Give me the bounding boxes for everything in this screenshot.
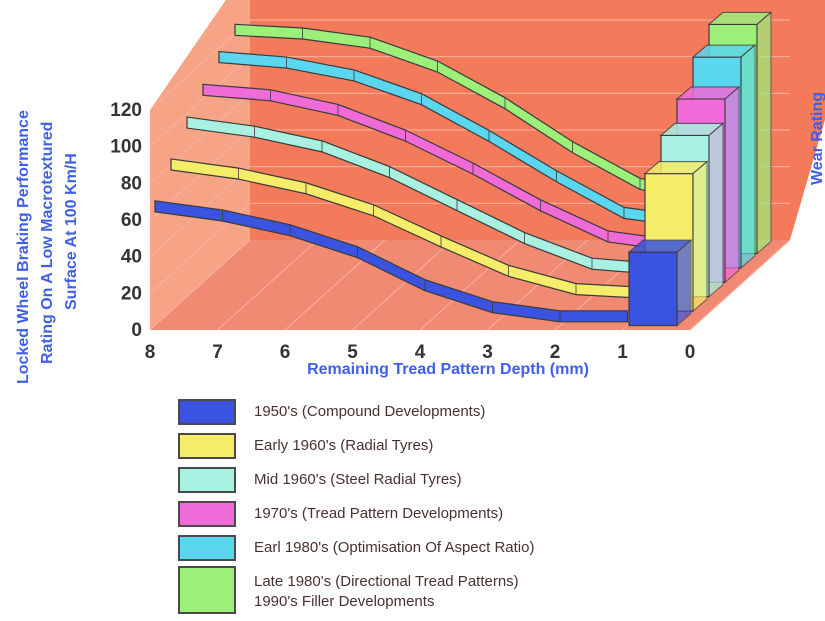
legend-label: Mid 1960's (Steel Radial Tyres) — [254, 471, 462, 488]
wear-bar-side — [740, 43, 756, 269]
y-tick-label: 60 — [121, 210, 142, 231]
x-tick-label: 6 — [280, 342, 291, 363]
wear-bars — [627, 11, 773, 327]
series-ribbons — [154, 23, 709, 323]
legend-item: 1970's (Tread Pattern Developments) — [178, 498, 648, 532]
legend-swatch — [178, 467, 236, 493]
legend-label: 1950's (Compound Developments) — [254, 403, 486, 420]
y-tick-label: 20 — [121, 283, 142, 304]
wear-bar-side — [676, 239, 692, 327]
y-tick-label: 100 — [110, 137, 142, 158]
legend-item: Early 1960's (Radial Tyres) — [178, 430, 648, 464]
x-tick-label: 3 — [482, 342, 493, 363]
x-tick-label: 0 — [685, 342, 696, 363]
legend-item: Late 1980's (Directional Tread Patterns)… — [178, 566, 648, 616]
y-tick-label: 40 — [121, 247, 142, 268]
legend-label-multiline: Late 1980's (Directional Tread Patterns)… — [254, 572, 519, 612]
legend-item: Earl 1980's (Optimisation Of Aspect Rati… — [178, 532, 648, 566]
x-tick-label: 2 — [550, 342, 561, 363]
y-tick-label: 120 — [110, 100, 142, 121]
legend-label-line-2: 1990's Filler Developments — [254, 593, 435, 610]
x-tick-label: 8 — [145, 342, 156, 363]
legend-label: Earl 1980's (Optimisation Of Aspect Rati… — [254, 539, 535, 556]
legend-item: Mid 1960's (Steel Radial Tyres) — [178, 464, 648, 498]
gridline — [689, 239, 791, 331]
legend-swatch — [178, 433, 236, 459]
legend-item: 1950's (Compound Developments) — [178, 396, 648, 430]
legend-label: Late 1980's (Directional Tread Patterns) — [254, 573, 519, 590]
x-tick-label: 1 — [617, 342, 628, 363]
gridline — [217, 239, 318, 331]
x-tick-label: 7 — [212, 342, 223, 363]
legend: 1950's (Compound Developments) Early 196… — [178, 396, 648, 616]
x-axis-ticks: 8 7 6 5 4 3 2 1 0 — [145, 342, 696, 363]
legend-label: 1970's (Tread Pattern Developments) — [254, 505, 504, 522]
series-ribbon — [154, 200, 629, 323]
wear-bar-side — [756, 11, 772, 255]
wear-bar-side — [724, 85, 740, 284]
gridline — [352, 239, 453, 331]
y-tick-label: 80 — [121, 173, 142, 194]
y-axis-label-3: Surface At 100 Km/H — [63, 153, 80, 310]
y-axis-ticks: 0 20 40 60 80 100 120 — [110, 100, 142, 341]
gridline — [149, 19, 790, 111]
legend-swatch — [178, 399, 236, 425]
y-tick-label: 0 — [131, 320, 142, 341]
gridline — [149, 239, 251, 331]
legend-label: Early 1960's (Radial Tyres) — [254, 437, 434, 454]
legend-swatch — [178, 566, 236, 614]
x-tick-label: 5 — [347, 342, 358, 363]
wear-bar-side — [692, 160, 708, 313]
legend-swatch — [178, 535, 236, 561]
y-axis-label-line-2: Rating On A Low Macrotextured — [39, 122, 56, 364]
right-axis-label: Wear Rating — [809, 92, 825, 185]
wear-bar — [628, 251, 678, 327]
wear-bar-side — [708, 122, 724, 298]
y-axis-label: Locked Wheel Braking Performance — [15, 110, 32, 384]
y-axis-label-2: Rating On A Low Macrotextured — [39, 122, 56, 364]
gridline — [419, 239, 521, 331]
y-axis-label-line-3: Surface At 100 Km/H — [63, 153, 80, 310]
legend-swatch — [178, 501, 236, 527]
x-axis-label: Remaining Tread Pattern Depth (mm) — [307, 361, 589, 378]
y-axis-label-line-1: Locked Wheel Braking Performance — [15, 110, 32, 384]
x-tick-label: 4 — [415, 342, 426, 363]
